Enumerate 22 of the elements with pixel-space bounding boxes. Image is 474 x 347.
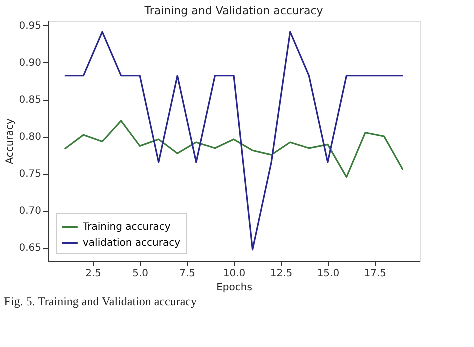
x-tick-label: 2.5 [86, 268, 102, 280]
x-axis-title: Epochs [216, 282, 252, 294]
x-tick-label: 7.5 [180, 268, 196, 280]
legend-label: validation accuracy [83, 238, 181, 249]
caption: Fig. 5. Training and Validation accuracy [4, 294, 197, 308]
y-tick-label: 0.85 [19, 95, 42, 106]
y-tick-label: 0.70 [19, 206, 42, 218]
line-series [64, 120, 404, 178]
x-tick-label: 5.0 [132, 268, 149, 280]
x-tick-label: 10.0 [223, 268, 246, 280]
x-tick-label: 15.0 [317, 268, 340, 280]
chart-title: Training and Validation accuracy [144, 4, 324, 18]
y-tick-label: 0.95 [19, 20, 42, 32]
y-tick-label: 0.65 [19, 243, 42, 254]
y-tick-label: 0.80 [19, 132, 42, 144]
line-series [64, 31, 404, 251]
y-tick-label: 0.75 [19, 169, 42, 180]
y-axis-title: Accuracy [5, 118, 16, 164]
x-tick-label: 17.5 [364, 268, 387, 280]
y-tick-label: 0.90 [19, 58, 42, 69]
x-tick-label: 12.5 [270, 268, 293, 280]
legend-label: Training accuracy [82, 222, 171, 233]
